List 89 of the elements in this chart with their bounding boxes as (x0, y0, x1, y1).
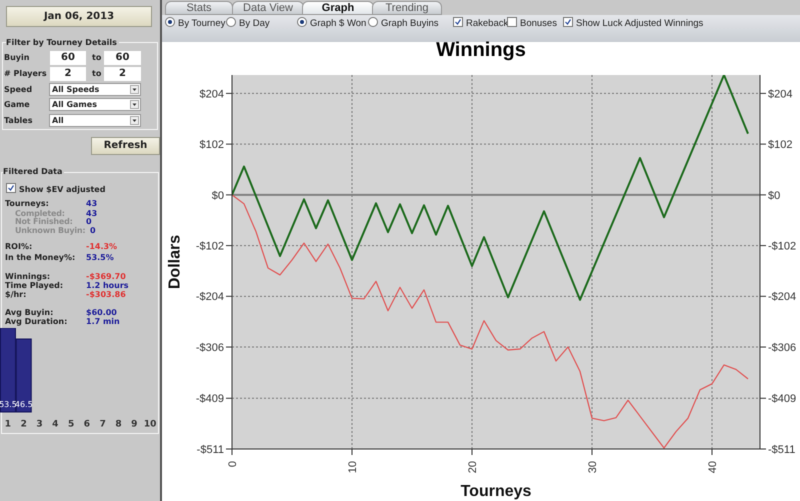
x-tick-label: 7 (100, 419, 106, 430)
text: Avg Buyin: (5, 307, 54, 318)
x-tick-label: 6 (84, 419, 90, 430)
text: Data View (232, 1, 304, 15)
y2-tick-label: -$511 (768, 444, 796, 456)
line-series (232, 194, 749, 449)
text-field: 60 (104, 51, 141, 65)
text: Show $EV adjusted (18, 184, 106, 196)
text: Tourneys: (5, 199, 49, 208)
x-tick-label: 20 (467, 461, 479, 474)
y-axis-title: Dollars (166, 234, 184, 290)
y-tick-label: -$102 (196, 240, 224, 252)
x-tick-label: 0 (227, 461, 239, 468)
y2-tick-label: $102 (768, 139, 792, 152)
x-tick-label: 40 (707, 461, 719, 474)
text: -$369.70 (86, 271, 126, 282)
x-tick-label: 30 (587, 461, 599, 474)
text: 43 (86, 199, 98, 208)
text: All (52, 116, 64, 125)
chart-title: Winnings (435, 39, 527, 62)
text: Graph (302, 1, 374, 15)
x-tick-label: 1 (4, 419, 12, 430)
x-tick-label: 8 (115, 419, 122, 430)
text: ROI%: (5, 241, 32, 253)
text: Bonuses (519, 17, 557, 31)
text: Unknown Buyin: (15, 225, 86, 237)
button: Refresh (91, 137, 160, 155)
y2-tick-label: $204 (768, 88, 792, 100)
x-tick-label: 3 (36, 419, 43, 430)
x-tick-label: 5 (68, 419, 74, 430)
text-field: 2 (50, 67, 86, 81)
text-field: 60 (50, 51, 86, 65)
y-tick-label: -$306 (196, 342, 224, 354)
y2-tick-label: -$409 (768, 393, 796, 406)
text: By Day (238, 17, 270, 31)
text: 43 (86, 208, 98, 218)
y-tick-label: $0 (212, 190, 224, 202)
data-label: 53.5 (0, 400, 17, 409)
text: to (92, 52, 102, 64)
text: Show Luck Adjusted Winnings (575, 17, 704, 31)
text: $60.00 (86, 307, 117, 318)
x-axis-title: Tourneys (460, 483, 532, 500)
text: All Games (52, 100, 97, 109)
y2-tick-label: $0 (768, 190, 780, 202)
y-tick-label: -$511 (196, 444, 224, 456)
text: All Speeds (52, 85, 100, 94)
text: -14.3% (86, 241, 118, 253)
text: -$303.86 (86, 289, 126, 301)
text: Speed (4, 84, 32, 96)
y-tick-label: $102 (200, 139, 224, 152)
x-tick-label: 2 (20, 419, 27, 430)
text: In the Money%: (5, 252, 76, 264)
y-tick-label: $204 (200, 88, 224, 100)
text: Game (4, 99, 30, 111)
y-tick-label: -$204 (196, 291, 224, 304)
y2-tick-label: -$102 (768, 240, 796, 252)
text: Filter by Tourney Details (6, 36, 119, 50)
text-field: 2 (104, 67, 141, 81)
text: Buyin (4, 52, 30, 64)
text: 0 (90, 225, 96, 237)
line-series (232, 75, 749, 301)
text: # Players (4, 68, 47, 80)
y2-tick-label: -$306 (768, 342, 796, 354)
x-tick-label: 4 (52, 419, 58, 430)
data-label: 46.5 (14, 400, 33, 409)
x-tick-label: 9 (131, 419, 138, 430)
text: to (92, 68, 102, 80)
text: $/hr: (5, 289, 26, 301)
text: Stats (165, 1, 233, 15)
text: Filtered Data (3, 165, 64, 179)
text: 0 (86, 216, 92, 227)
text: Winnings: (5, 271, 50, 282)
text: Trending (372, 1, 442, 15)
y2-tick-label: -$204 (768, 291, 796, 304)
text: 1.2 hours (86, 280, 129, 290)
text: Rakeback (465, 17, 508, 31)
text: By Tourney (177, 17, 226, 31)
x-tick-label: 10 (144, 419, 156, 430)
text: 1.7 min (86, 316, 120, 328)
button: Jan 06, 2013 (6, 6, 152, 27)
text: Graph Buyins (380, 17, 439, 31)
text: Graph $ Won (309, 17, 366, 31)
text: Not Finished: (15, 217, 73, 226)
text: Avg Duration: (5, 317, 68, 328)
x-tick-label: 10 (347, 461, 359, 474)
text: Time Played: (5, 281, 64, 290)
text: 53.5% (86, 252, 114, 264)
text: Tables (4, 115, 32, 127)
y-tick-label: -$409 (196, 393, 224, 406)
